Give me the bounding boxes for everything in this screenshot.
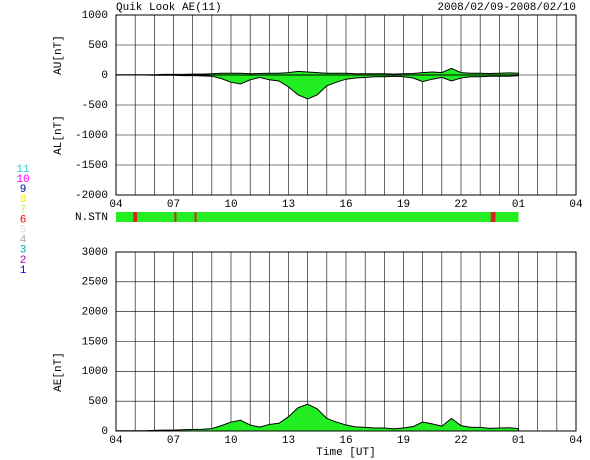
legend-label: 11 [16,164,30,176]
legend-label: 7 [20,204,27,216]
area [115,67,519,76]
x-tick-label: 10 [224,199,237,211]
x-tick-label: 04 [569,199,583,211]
station-segment [490,212,496,222]
y-axis-label: AU[nT] [53,35,65,75]
y-axis-label: AL[nT] [53,115,65,155]
legend-label: 5 [20,225,27,237]
y-tick-label: -500 [82,100,108,112]
y-tick-label: 1000 [82,366,108,378]
y-tick-label: 1000 [82,10,108,22]
area [115,403,519,432]
y-tick-label: 500 [88,396,108,408]
legend-label: 3 [20,245,27,257]
legend-label: 6 [20,214,27,226]
y-tick-label: -1000 [75,130,108,142]
legend-label: 9 [20,184,27,196]
station-segment [174,212,177,222]
x-tick-label: 10 [224,435,237,447]
y-tick-label: -1500 [75,160,108,172]
legend-label: 8 [20,194,27,206]
x-tick-label: 13 [282,435,295,447]
y-tick-label: 2500 [82,277,108,289]
x-tick-label: 22 [454,435,467,447]
x-tick-label: 04 [109,199,123,211]
y-tick-label: 2000 [82,307,108,319]
station-segment [116,212,519,222]
y-tick-label: 3000 [82,247,108,259]
x-tick-label: 16 [339,199,352,211]
y-tick-label: 0 [101,70,108,82]
x-tick-label: 13 [282,199,295,211]
legend-label: 2 [20,255,27,267]
chart-title: Quik Look AE(11) [116,2,222,14]
x-tick-label: 19 [397,199,410,211]
row-label: N.STN [75,212,108,224]
x-tick-label: 04 [109,435,123,447]
legend-label: 10 [16,174,29,186]
y-tick-label: -2000 [75,190,108,202]
x-tick-label: 16 [339,435,352,447]
x-tick-label: 04 [569,435,583,447]
y-tick-label: 0 [101,426,108,438]
x-tick-label: 19 [397,435,410,447]
x-tick-label: 07 [167,435,180,447]
x-axis-label: Time [UT] [316,447,375,459]
y-tick-label: 1500 [82,336,108,348]
y-axis-label: AE[nT] [53,352,65,392]
station-segment [194,212,197,222]
station-segment [133,212,138,222]
legend-label: 1 [20,265,27,277]
plot-frame [115,251,577,432]
x-tick-label: 22 [454,199,467,211]
area [116,74,519,100]
x-tick-label: 01 [512,199,526,211]
plot-frame [115,14,577,196]
date-range: 2008/02/09-2008/02/10 [437,2,576,14]
x-tick-label: 07 [167,199,180,211]
x-tick-label: 01 [512,435,526,447]
y-tick-label: 500 [88,40,108,52]
legend-label: 4 [20,235,27,247]
